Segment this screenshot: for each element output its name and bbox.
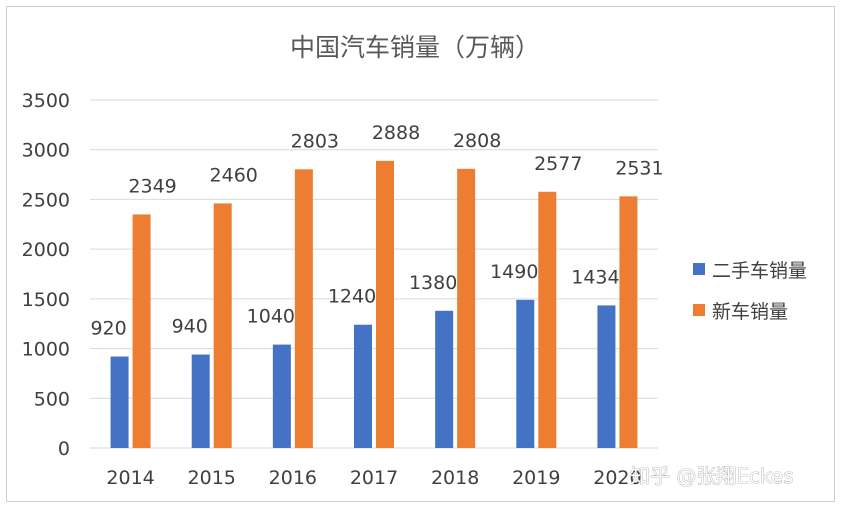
bar-new-car (538, 191, 557, 448)
data-label-used-car: 1380 (409, 272, 457, 294)
data-labels: 920 2349 940 2460 1040 2803 1240 2888 1380 2808 14… (90, 122, 663, 340)
x-tick-label: 2014 (106, 467, 154, 489)
data-label-new-car: 2803 (291, 130, 339, 152)
x-axis-ticks: 2014 2015 2016 2017 2018 2019 2020 (106, 467, 641, 489)
y-tick-label: 2500 (22, 189, 70, 211)
bar-new-car (457, 168, 476, 448)
chart-title: 中国汽车销量（万辆） (290, 33, 540, 62)
data-label-used-car: 1240 (328, 286, 376, 308)
legend-label-new-car: 新车销量 (712, 301, 788, 323)
data-label-new-car: 2531 (615, 157, 663, 179)
legend-swatch-used-car (693, 263, 705, 275)
bar-new-car (376, 160, 394, 448)
x-tick-label: 2019 (512, 467, 560, 489)
data-label-new-car: 2888 (372, 122, 420, 144)
x-tick-label: 2018 (431, 467, 479, 489)
data-label-new-car: 2808 (453, 130, 501, 152)
data-label-used-car: 1490 (490, 261, 538, 283)
data-label-new-car: 2460 (210, 164, 258, 186)
bar-used-car (191, 354, 210, 448)
data-label-new-car: 2577 (534, 153, 582, 175)
y-tick-label: 3500 (22, 90, 70, 112)
bar-used-car (597, 305, 616, 448)
data-label-used-car: 1040 (247, 306, 295, 328)
data-label-used-car: 940 (172, 316, 208, 338)
bar-new-car (294, 169, 313, 449)
bar-used-car (516, 299, 535, 448)
legend-label-used-car: 二手车销量 (712, 260, 807, 282)
y-tick-label: 1000 (22, 339, 70, 361)
y-tick-label: 500 (34, 388, 70, 410)
y-tick-label: 1500 (22, 289, 70, 311)
y-tick-label: 3000 (22, 140, 70, 162)
y-tick-label: 2000 (22, 239, 70, 261)
data-label-used-car: 920 (90, 318, 126, 340)
bars (110, 160, 638, 449)
x-tick-label: 2015 (188, 467, 236, 489)
y-axis-ticks: 0 500 1000 1500 2000 2500 3000 3500 (22, 90, 70, 460)
bar-used-car (272, 344, 291, 448)
legend-swatch-new-car (693, 304, 705, 316)
y-tick-label: 0 (58, 438, 70, 460)
bar-new-car (213, 203, 232, 448)
x-tick-label: 2017 (350, 467, 398, 489)
data-label-new-car: 2349 (128, 175, 176, 197)
x-tick-label: 2016 (269, 467, 317, 489)
legend: 二手车销量 新车销量 (693, 260, 807, 323)
gridlines (90, 99, 658, 449)
bar-used-car (110, 356, 129, 448)
bar-new-car (132, 214, 151, 448)
bar-used-car (435, 310, 454, 448)
watermark: 知乎 @张翔Eckes (630, 464, 794, 488)
x-tick-label: 2020 (593, 467, 641, 489)
bar-new-car (619, 196, 638, 448)
bar-used-car (354, 324, 372, 448)
data-label-used-car: 1434 (571, 266, 619, 288)
